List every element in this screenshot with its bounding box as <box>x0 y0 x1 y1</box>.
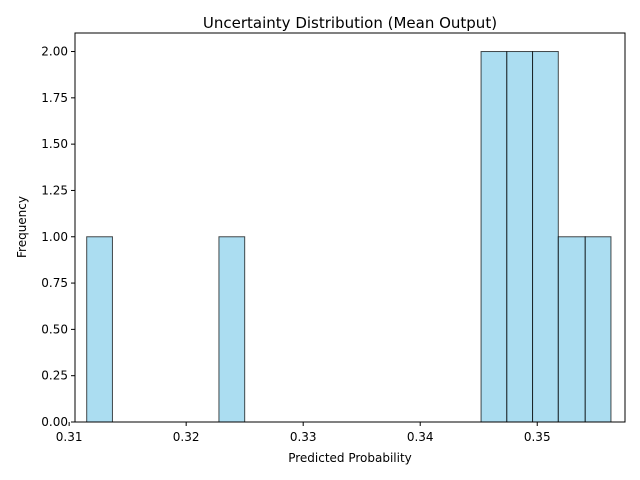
x-axis-label: Predicted Probability <box>288 451 412 465</box>
histogram-bar-3 <box>506 51 534 423</box>
x-tick-label: 0.34 <box>407 430 434 444</box>
histogram-bar-4 <box>532 51 559 423</box>
y-tick-label: 1.25 <box>41 183 68 197</box>
histogram-bar-0 <box>86 236 113 423</box>
histogram-bar-6 <box>584 236 612 423</box>
y-axis-ticks: 0.00 0.25 0.50 0.75 1.00 1.25 1.50 1.75 2.00 <box>41 45 75 429</box>
bars-group <box>86 51 612 423</box>
x-tick-label: 0.33 <box>290 430 317 444</box>
x-axis-ticks: 0.31 0.32 0.33 0.34 0.35 <box>56 422 551 444</box>
y-tick-label: 2.00 <box>41 45 68 59</box>
histogram-bar-1 <box>218 236 246 423</box>
x-tick-label: 0.31 <box>56 430 83 444</box>
x-tick-label: 0.35 <box>524 430 551 444</box>
y-tick-label: 0.25 <box>41 369 68 383</box>
plot-frame <box>74 32 626 423</box>
histogram-bar-5 <box>557 236 586 423</box>
y-tick-label: 1.50 <box>41 137 68 151</box>
y-tick-label: 1.75 <box>41 91 68 105</box>
chart-title: Uncertainty Distribution (Mean Output) <box>203 14 497 32</box>
y-tick-label: 0.50 <box>41 322 68 336</box>
x-tick-label: 0.32 <box>173 430 200 444</box>
histogram-bar-2 <box>480 51 508 423</box>
y-tick-label: 0.75 <box>41 276 68 290</box>
y-axis-label: Frequency <box>15 196 29 258</box>
y-tick-label: 1.00 <box>41 230 68 244</box>
y-tick-label: 0.00 <box>41 415 68 429</box>
